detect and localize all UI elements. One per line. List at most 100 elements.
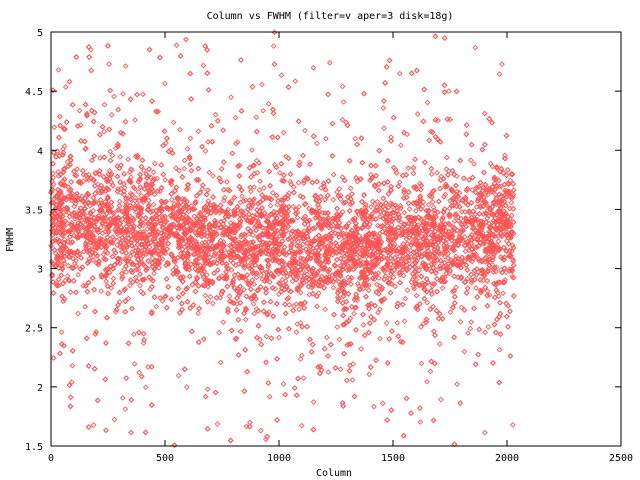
data-point bbox=[489, 231, 495, 238]
data-point bbox=[68, 179, 75, 185]
data-point bbox=[257, 284, 264, 290]
data-point bbox=[392, 283, 398, 290]
data-point bbox=[383, 64, 390, 70]
data-point bbox=[431, 280, 438, 287]
data-point bbox=[187, 135, 194, 142]
data-point bbox=[309, 179, 316, 186]
data-point bbox=[291, 303, 297, 309]
data-point bbox=[337, 263, 344, 269]
data-point bbox=[114, 242, 121, 248]
data-point bbox=[329, 272, 335, 279]
data-point bbox=[204, 272, 210, 278]
data-point bbox=[259, 192, 265, 198]
data-point bbox=[415, 244, 422, 250]
data-point bbox=[287, 218, 294, 225]
data-point bbox=[507, 308, 513, 315]
data-point bbox=[359, 159, 366, 166]
data-point bbox=[456, 189, 463, 196]
data-point bbox=[476, 326, 483, 333]
data-point bbox=[56, 134, 62, 141]
data-point bbox=[361, 90, 367, 97]
data-point bbox=[121, 191, 128, 198]
data-point bbox=[105, 290, 111, 297]
data-point bbox=[251, 184, 257, 190]
data-point bbox=[221, 194, 228, 201]
data-point bbox=[438, 396, 444, 403]
data-point bbox=[162, 176, 168, 183]
data-point bbox=[270, 313, 276, 320]
data-point bbox=[342, 199, 349, 206]
data-point bbox=[204, 187, 211, 193]
data-point bbox=[272, 285, 279, 292]
data-point bbox=[477, 287, 483, 294]
data-point bbox=[234, 139, 241, 145]
data-point bbox=[446, 88, 452, 95]
data-point bbox=[382, 80, 389, 86]
data-point bbox=[208, 122, 215, 129]
data-point bbox=[163, 276, 170, 282]
data-point bbox=[212, 223, 218, 229]
data-point bbox=[473, 285, 479, 291]
data-point bbox=[434, 288, 440, 295]
data-point bbox=[422, 159, 428, 166]
data-point bbox=[83, 335, 90, 342]
data-point bbox=[126, 282, 133, 289]
data-point bbox=[188, 328, 195, 335]
data-point bbox=[286, 190, 292, 196]
data-point bbox=[55, 276, 62, 283]
data-point bbox=[67, 156, 74, 163]
data-point bbox=[339, 116, 346, 123]
data-point bbox=[435, 198, 442, 205]
data-point bbox=[296, 203, 302, 210]
data-point bbox=[149, 308, 155, 315]
data-point bbox=[240, 198, 247, 204]
data-point bbox=[135, 266, 142, 273]
data-point bbox=[175, 294, 182, 300]
data-point bbox=[497, 299, 503, 306]
data-point bbox=[57, 122, 63, 129]
data-point bbox=[97, 131, 103, 138]
data-point bbox=[371, 403, 377, 410]
data-point bbox=[151, 294, 158, 300]
data-point bbox=[396, 70, 403, 77]
data-point bbox=[371, 317, 377, 323]
data-point bbox=[298, 422, 305, 429]
data-point bbox=[171, 442, 178, 449]
data-point bbox=[341, 350, 347, 357]
data-point bbox=[367, 364, 374, 370]
data-point bbox=[487, 205, 494, 212]
data-point bbox=[67, 394, 74, 401]
data-point bbox=[255, 323, 262, 329]
data-point bbox=[340, 312, 347, 319]
data-point bbox=[138, 373, 145, 380]
data-point bbox=[475, 351, 482, 358]
data-point bbox=[259, 81, 265, 88]
data-point bbox=[325, 178, 332, 184]
data-point bbox=[346, 208, 353, 214]
data-point bbox=[163, 140, 169, 146]
data-point bbox=[501, 279, 508, 285]
data-point bbox=[481, 169, 487, 176]
data-point bbox=[446, 205, 453, 212]
data-point bbox=[391, 236, 398, 243]
data-point bbox=[293, 234, 300, 240]
data-point bbox=[442, 191, 449, 198]
data-point bbox=[336, 336, 343, 343]
data-point bbox=[73, 172, 80, 179]
data-point bbox=[479, 146, 486, 153]
data-point bbox=[453, 182, 459, 189]
data-point bbox=[482, 141, 488, 148]
data-point bbox=[317, 216, 323, 222]
data-point bbox=[117, 153, 124, 160]
data-point bbox=[50, 174, 57, 181]
data-point bbox=[84, 238, 90, 245]
data-point bbox=[199, 186, 206, 192]
data-point bbox=[138, 163, 145, 170]
data-point bbox=[140, 330, 147, 337]
data-point bbox=[343, 377, 350, 384]
data-point bbox=[55, 67, 62, 73]
data-point bbox=[464, 285, 471, 292]
data-point bbox=[195, 165, 202, 172]
data-point bbox=[445, 172, 451, 178]
data-point bbox=[183, 231, 189, 237]
